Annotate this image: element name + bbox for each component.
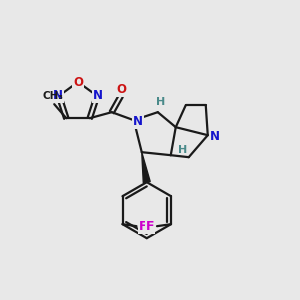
Text: N: N (53, 89, 63, 102)
Polygon shape (142, 152, 150, 183)
Text: H: H (156, 97, 165, 107)
Text: N: N (93, 89, 103, 102)
Text: H: H (178, 145, 188, 155)
Text: N: N (133, 115, 143, 128)
Text: N: N (210, 130, 220, 143)
Text: F: F (139, 220, 148, 233)
Text: O: O (73, 76, 83, 88)
Text: F: F (146, 220, 154, 233)
Text: CH₃: CH₃ (43, 91, 64, 101)
Text: O: O (117, 83, 127, 96)
